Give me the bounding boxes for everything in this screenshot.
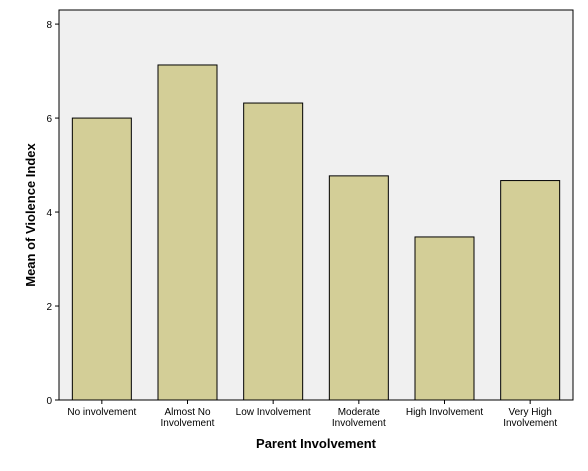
bar (71, 117, 132, 401)
bar (500, 180, 561, 401)
x-tick-label: Very High Involvement (503, 407, 557, 429)
y-tick-label: 6 (46, 114, 52, 125)
y-tick-label: 0 (46, 396, 52, 407)
bar (157, 64, 218, 401)
bars-group (71, 64, 561, 401)
y-axis-ticks: 0 2 4 6 8 (46, 20, 59, 407)
y-axis-title: Mean of Violence Index (23, 142, 38, 286)
x-axis-title: Parent Involvement (256, 436, 377, 451)
x-tick-label: High Involvement (406, 407, 483, 418)
x-tick-label: Almost No Involvement (161, 407, 215, 429)
plot-area (59, 10, 573, 400)
x-axis-ticks: No involvement Almost No Involvement Low In… (67, 400, 557, 429)
y-tick-label: 8 (46, 20, 52, 31)
bar (414, 236, 475, 401)
x-tick-label: No involvement (67, 407, 136, 418)
bar (243, 102, 304, 401)
y-tick-label: 4 (46, 208, 52, 219)
bar (328, 175, 389, 401)
x-tick-label: Moderate Involvement (332, 407, 386, 429)
plot-frame (58, 9, 574, 401)
y-tick-label: 2 (46, 302, 52, 313)
x-tick-label: Low Involvement (236, 407, 311, 418)
